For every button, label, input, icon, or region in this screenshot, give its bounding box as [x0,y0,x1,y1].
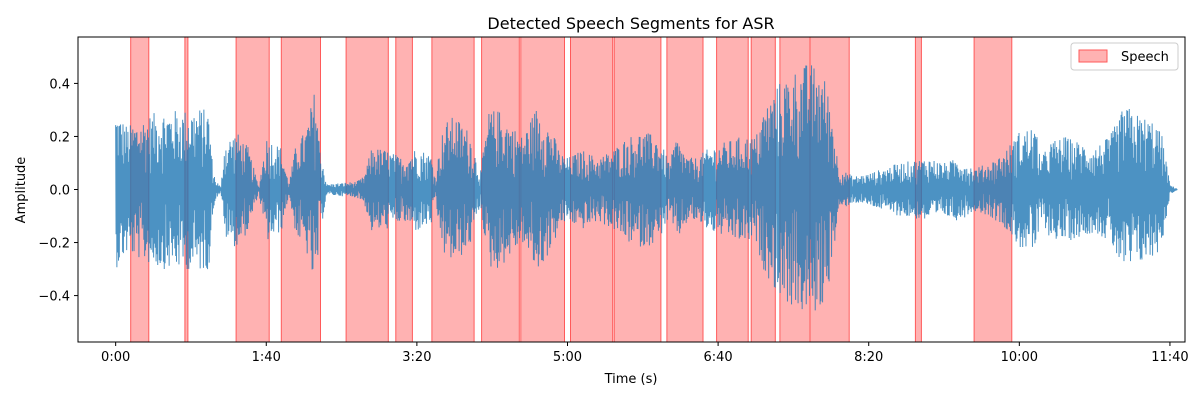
chart-title: Detected Speech Segments for ASR [487,14,774,33]
y-tick-label: 0.4 [49,77,70,92]
x-tick-label: 3:20 [402,350,431,365]
legend: Speech [1070,42,1179,71]
y-axis-label: Amplitude [14,157,29,224]
x-tick-label: 5:00 [553,350,582,365]
y-tick-label: −0.4 [38,290,70,305]
x-tick-label: 1:40 [252,350,281,365]
x-tick-label: 0:00 [101,350,130,365]
x-axis-ticks: 0:00 1:40 3:20 5:00 6:40 8:20 10:00 11:40 [101,342,1189,365]
x-tick-label: 10:00 [1001,350,1038,365]
legend-label-speech: Speech [1121,50,1169,65]
x-tick-label: 6:40 [704,350,733,365]
x-axis-label: Time (s) [604,372,658,387]
y-tick-label: −0.2 [38,237,70,252]
waveform-line [115,65,1178,311]
y-tick-label: 0.2 [49,130,70,145]
y-tick-label: 0.0 [49,184,70,199]
y-axis-ticks: −0.4 −0.2 0.0 0.2 0.4 [38,77,78,305]
x-tick-label: 11:40 [1151,350,1188,365]
legend-swatch-speech [1078,49,1108,63]
x-tick-label: 8:20 [854,350,883,365]
waveform [115,65,1178,311]
